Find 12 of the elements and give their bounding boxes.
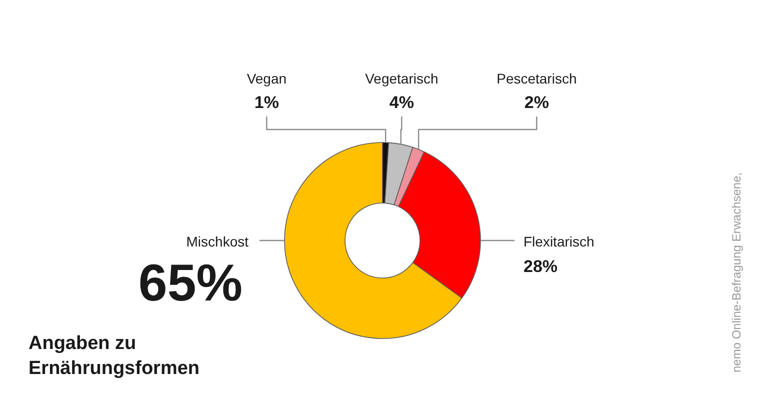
slice-label: Vegan <box>246 70 287 86</box>
data-label: 2% <box>524 93 549 112</box>
slice-label: Flexitarisch <box>524 234 594 250</box>
data-label: 4% <box>389 93 414 112</box>
data-label: 28% <box>524 257 558 276</box>
text: nemo Online-Befragung Erwachsene, <box>730 172 744 372</box>
text: Angaben zu Ernährungsformen <box>28 333 200 379</box>
data-label: 65% <box>138 254 242 312</box>
slice-label: Pescetarisch <box>496 70 577 86</box>
slice-label: Mischkost <box>186 234 249 250</box>
data-label: 1% <box>254 93 279 112</box>
slice-label: Vegetarisch <box>365 70 438 86</box>
